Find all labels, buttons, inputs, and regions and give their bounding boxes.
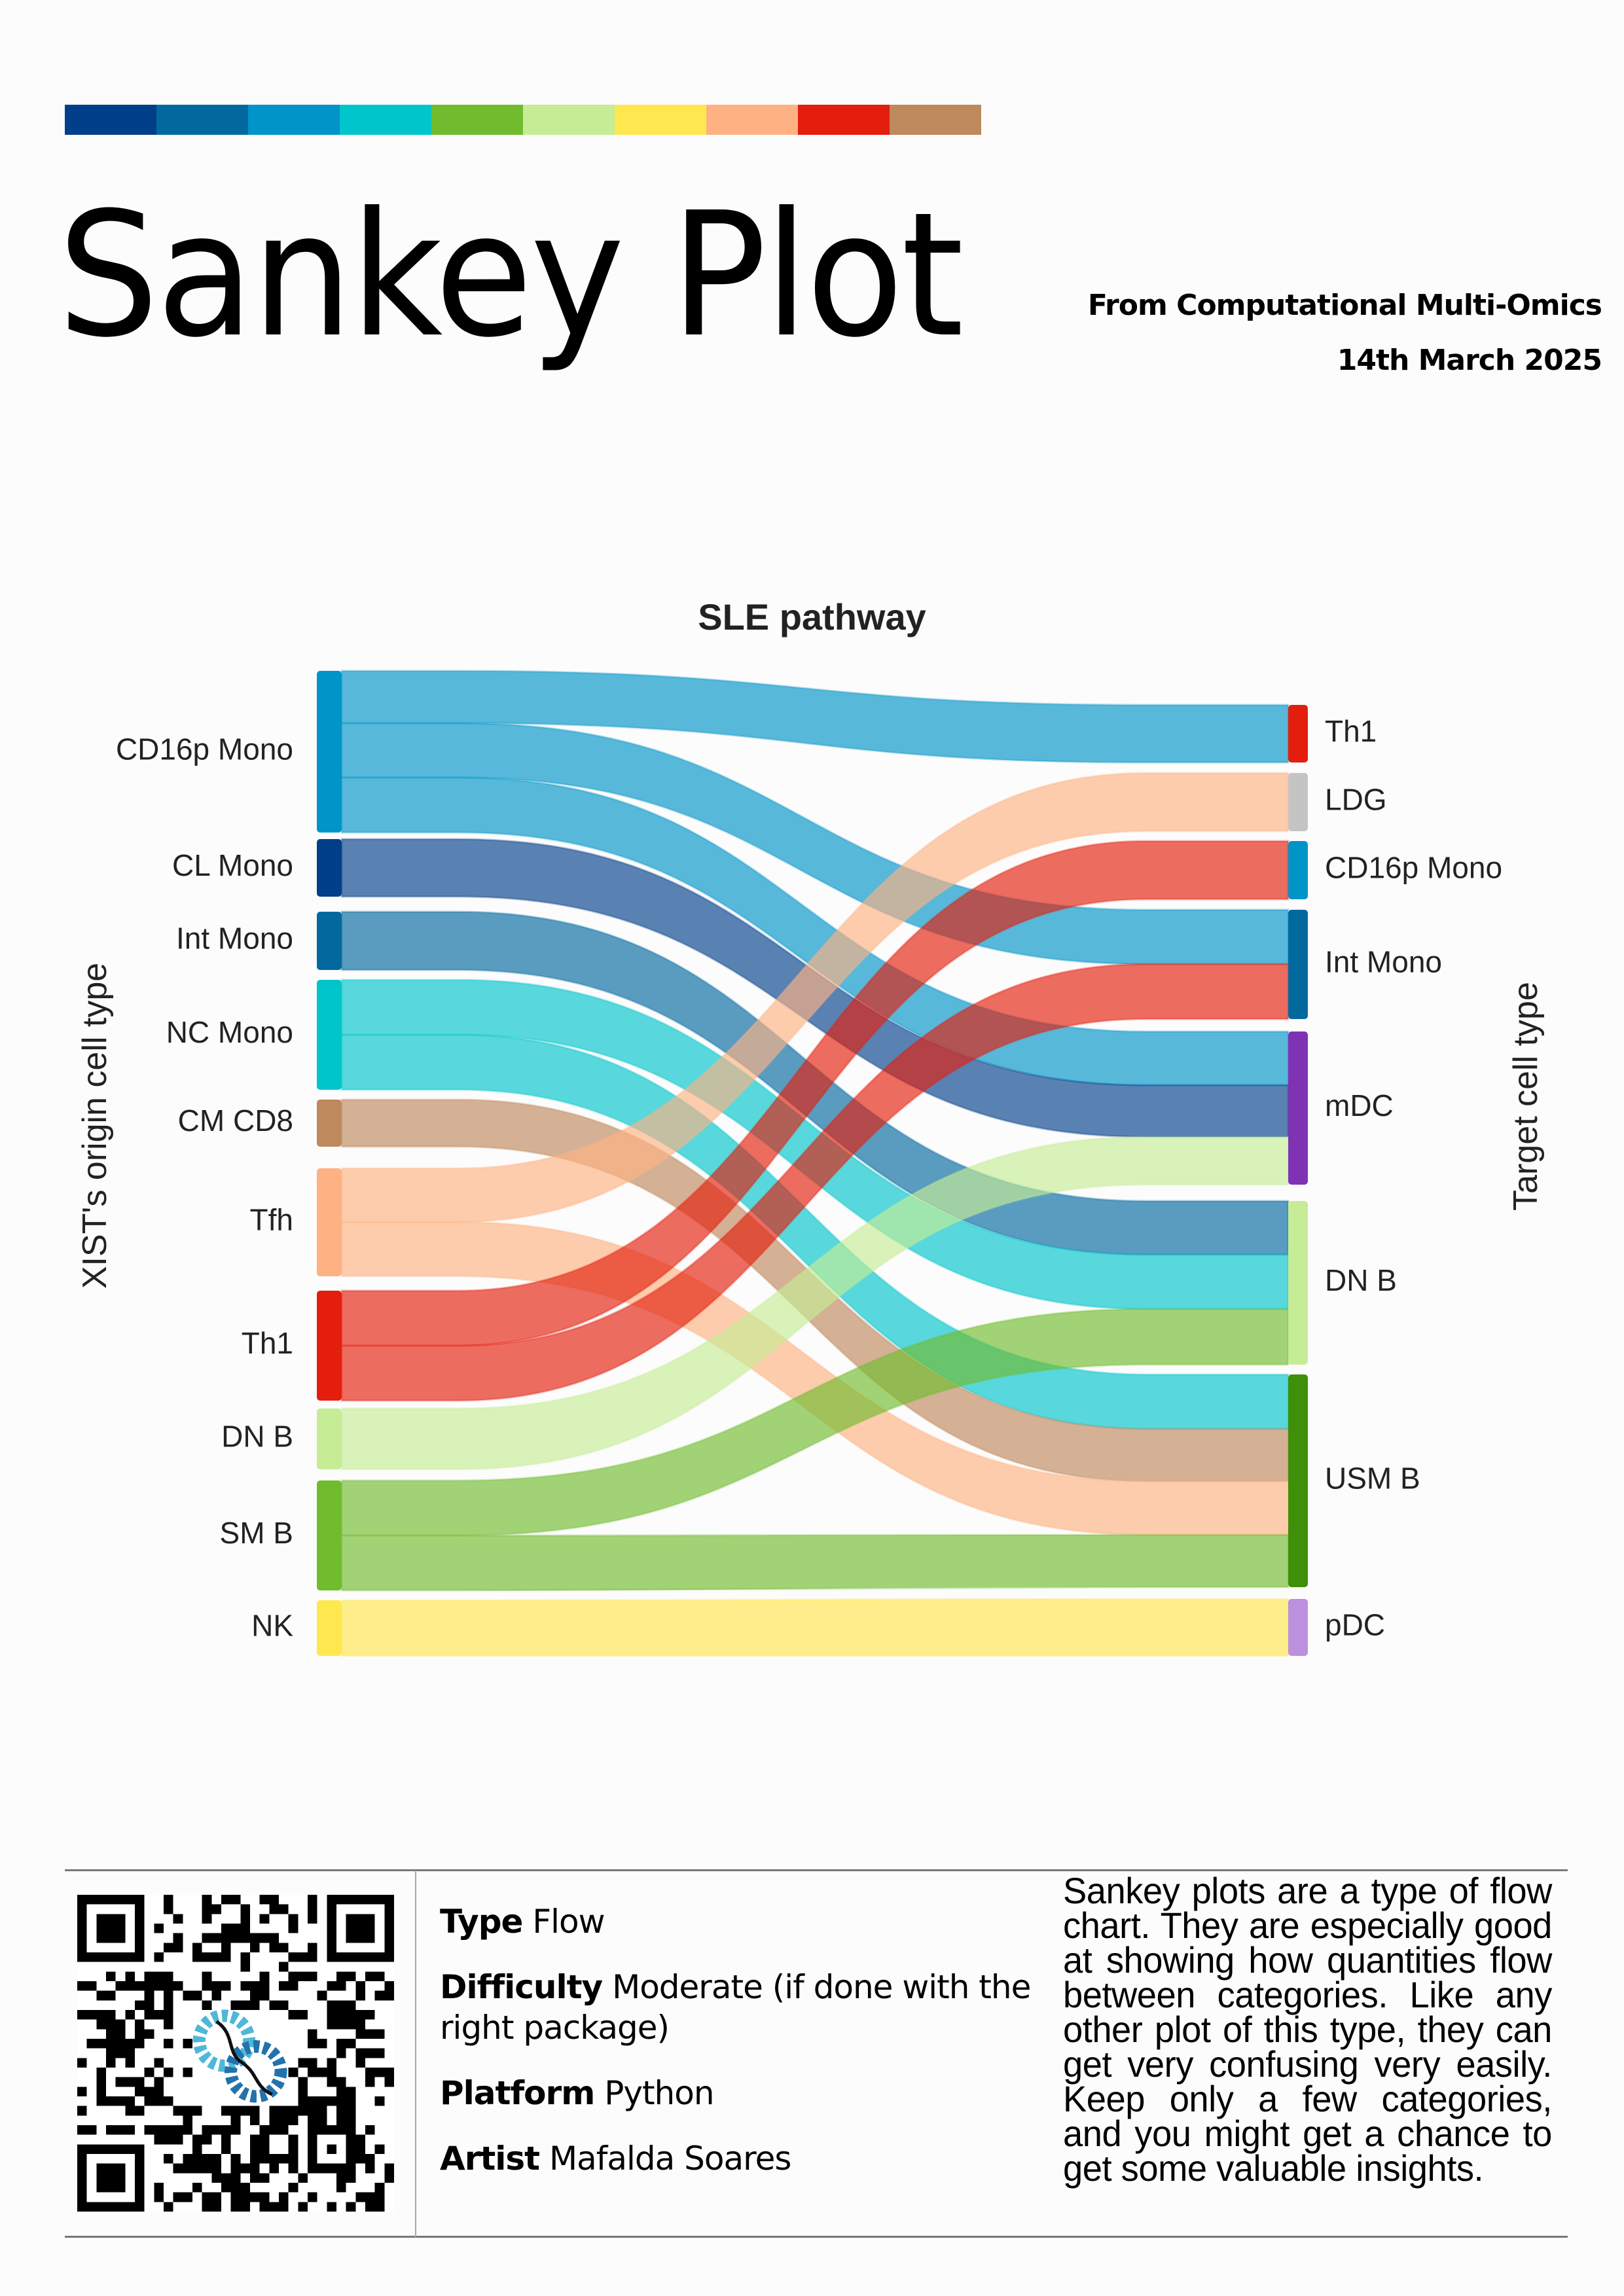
source-node-label: Th1 <box>242 1326 293 1360</box>
source-node[interactable] <box>317 1600 342 1656</box>
source-node-label: SM B <box>220 1516 293 1550</box>
target-node[interactable] <box>1288 841 1308 899</box>
footer-bottom-divider <box>65 2236 1568 2238</box>
source-node[interactable] <box>317 1168 342 1276</box>
source-node[interactable] <box>317 980 342 1090</box>
info-artist: Artist Mafalda Soares <box>440 2140 791 2178</box>
info-type: Type Flow <box>440 1903 605 1941</box>
target-node-label: pDC <box>1325 1608 1385 1642</box>
source-node[interactable] <box>317 1291 342 1401</box>
target-node[interactable] <box>1288 1599 1308 1656</box>
palette-swatch <box>431 105 523 135</box>
target-node[interactable] <box>1288 1374 1308 1587</box>
source-node-label: CM CD8 <box>178 1103 293 1138</box>
target-node-label: mDC <box>1325 1088 1394 1122</box>
target-node-label: Int Mono <box>1325 945 1442 979</box>
source-node-label: NC Mono <box>166 1015 293 1049</box>
sankey-link[interactable] <box>340 670 1290 764</box>
info-platform: Platform Python <box>440 2074 715 2112</box>
source-node[interactable] <box>317 839 342 897</box>
right-axis-label: Target cell type <box>1507 982 1545 1211</box>
sankey-link[interactable] <box>340 1308 1290 1537</box>
page-title: Sankey Plot <box>58 175 964 375</box>
palette-swatch <box>65 105 156 135</box>
sankey-link[interactable] <box>340 1136 1290 1471</box>
palette-swatch <box>248 105 340 135</box>
color-palette-bar <box>65 105 981 135</box>
source-text: From Computational Multi-Omics <box>1087 289 1602 322</box>
target-node[interactable] <box>1288 910 1308 1019</box>
footer-column-divider <box>415 1871 416 2237</box>
target-node[interactable] <box>1288 1201 1308 1365</box>
source-node[interactable] <box>317 1100 342 1147</box>
target-node-label: USM B <box>1325 1462 1420 1496</box>
target-node[interactable] <box>1288 705 1308 762</box>
sankey-link[interactable] <box>340 772 1290 1223</box>
target-node-label: LDG <box>1325 783 1387 817</box>
palette-swatch <box>340 105 431 135</box>
source-node-label: CD16p Mono <box>116 732 293 766</box>
sankey-link[interactable] <box>340 1534 1290 1592</box>
source-node-label: DN B <box>221 1420 293 1454</box>
info-panel: Type Flow Difficulty Moderate (if done w… <box>440 1901 1055 2204</box>
source-node-label: Tfh <box>250 1203 293 1237</box>
sankey-link[interactable] <box>340 840 1290 1347</box>
target-node-label: DN B <box>1325 1263 1397 1297</box>
palette-swatch <box>615 105 706 135</box>
source-node[interactable] <box>317 1480 342 1590</box>
qr-code-icon[interactable] <box>77 1895 394 2212</box>
source-node-label: Int Mono <box>176 922 293 956</box>
source-node-label: NK <box>251 1609 293 1643</box>
source-node[interactable] <box>317 912 342 970</box>
source-node[interactable] <box>317 671 342 833</box>
target-nodes <box>1288 705 1308 1656</box>
palette-swatch <box>156 105 248 135</box>
sankey-link[interactable] <box>340 1598 1290 1657</box>
palette-swatch <box>798 105 890 135</box>
source-node-label: CL Mono <box>172 848 293 882</box>
palette-swatch <box>706 105 798 135</box>
target-node[interactable] <box>1288 1031 1308 1185</box>
sankey-chart: CD16p Mono CL Mono Int Mono NC Mono CM CD8 Tf… <box>76 670 1545 1657</box>
target-node-label: Th1 <box>1325 714 1377 748</box>
source-node[interactable] <box>317 1408 342 1469</box>
description-text: Sankey plots are a type of flow chart. T… <box>1063 1870 1552 2189</box>
target-node-label: CD16p Mono <box>1325 851 1502 885</box>
palette-swatch <box>890 105 981 135</box>
target-node[interactable] <box>1288 773 1308 831</box>
info-difficulty: Difficulty Moderate (if done with the ri… <box>440 1968 1031 2047</box>
node-labels: CD16p Mono CL Mono Int Mono NC Mono CM CD8 Tf… <box>116 714 1502 1643</box>
footer-top-divider <box>65 1869 1568 1871</box>
date-text: 14th March 2025 <box>1337 344 1602 377</box>
header-meta: From Computational Multi-Omics 14th Marc… <box>1088 278 1602 388</box>
left-axis-label: XIST's origin cell type <box>76 963 114 1289</box>
sankey-links <box>340 670 1290 1657</box>
sankey-link[interactable] <box>340 963 1290 1402</box>
source-nodes <box>317 671 342 1656</box>
palette-swatch <box>523 105 615 135</box>
chart-title: SLE pathway <box>698 596 926 637</box>
